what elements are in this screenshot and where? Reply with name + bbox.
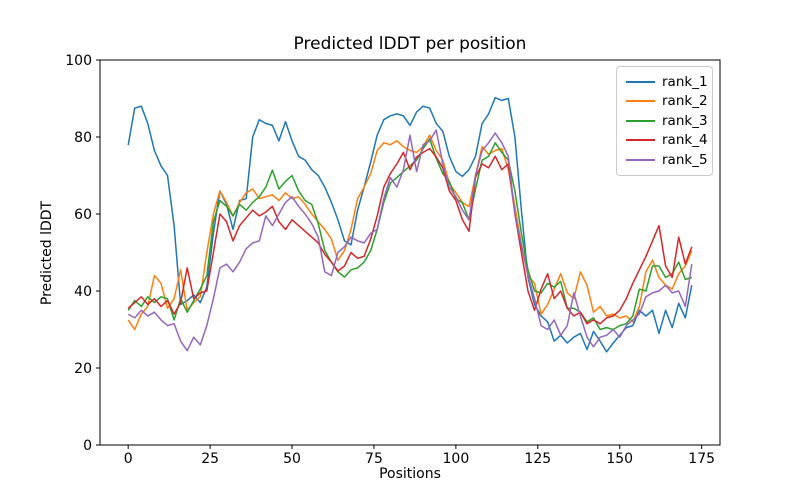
y-tick-label: 20: [74, 361, 92, 377]
legend-label-rank_4: rank_4: [662, 132, 708, 149]
axes-frame: [99, 59, 721, 446]
x-tick-label: 25: [201, 451, 219, 467]
chart-title: Predicted lDDT per position: [293, 34, 527, 54]
series-line-rank_4: [127, 147, 693, 325]
legend: rank_1 rank_2 rank_3 rank_4 rank_5: [616, 66, 713, 176]
legend-label-rank_1: rank_1: [662, 73, 708, 90]
y-tick-label: 100: [65, 53, 92, 69]
x-tick-label: 175: [688, 451, 715, 467]
legend-item-rank_1: rank_1: [626, 72, 708, 92]
y-axis-label: Predicted lDDT: [39, 200, 55, 306]
series-line-rank_5: [127, 129, 693, 352]
x-tick-label: 0: [124, 451, 133, 467]
x-tick-label: 50: [283, 451, 301, 467]
y-tick-label: 0: [83, 438, 92, 454]
legend-label-rank_3: rank_3: [662, 112, 708, 129]
legend-swatch-rank_3: [626, 119, 655, 122]
y-tick-label: 40: [74, 284, 92, 300]
series-line-rank_2: [127, 134, 693, 331]
y-tick-label: 80: [74, 130, 92, 146]
x-axis-label: Positions: [379, 466, 441, 482]
legend-label-rank_2: rank_2: [662, 93, 708, 110]
series-line-rank_3: [127, 138, 693, 331]
x-tick-label: 150: [606, 451, 633, 467]
y-tick-label: 60: [74, 207, 92, 223]
x-tick-label: 125: [524, 451, 551, 467]
x-tick-label: 75: [365, 451, 383, 467]
legend-item-rank_4: rank_4: [626, 131, 708, 151]
legend-swatch-rank_1: [626, 80, 655, 83]
legend-item-rank_3: rank_3: [626, 111, 708, 131]
legend-swatch-rank_5: [626, 158, 655, 161]
legend-swatch-rank_4: [626, 139, 655, 142]
legend-swatch-rank_2: [626, 100, 655, 103]
legend-item-rank_2: rank_2: [626, 92, 708, 112]
x-tick-label: 100: [443, 451, 470, 467]
legend-label-rank_5: rank_5: [662, 151, 708, 168]
legend-item-rank_5: rank_5: [626, 150, 708, 170]
